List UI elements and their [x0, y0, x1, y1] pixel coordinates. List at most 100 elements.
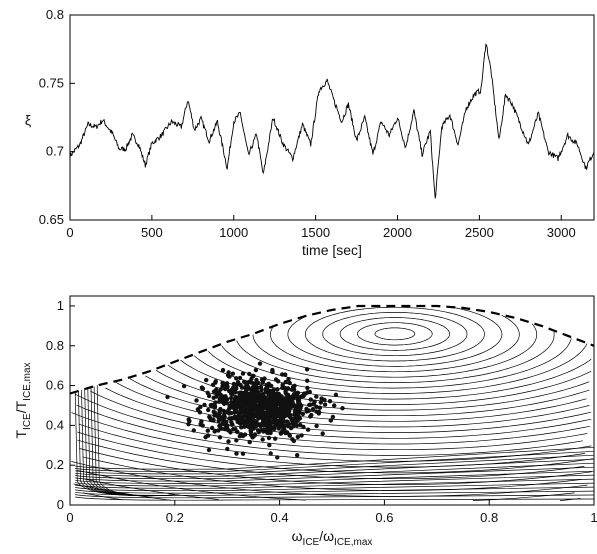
operating-point — [333, 392, 339, 397]
top-plot-frame — [69, 14, 595, 221]
top-x-tick-label: 2500 — [465, 225, 494, 240]
operating-point — [217, 399, 222, 404]
top-chart: 0 500 1000 1500 2000 2500 3000 0.650.70.750.8 … — [25, 7, 595, 258]
operating-point — [259, 411, 264, 416]
operating-point — [318, 400, 323, 405]
operating-point — [332, 403, 337, 408]
top-y-ticks: 0.65 0.7 0.75 0.8 — [39, 7, 75, 227]
operating-point — [210, 382, 216, 387]
efficiency-contour-line — [71, 412, 592, 462]
operating-point — [234, 451, 239, 456]
operating-point — [225, 385, 230, 390]
bottom-y-label-a: T — [13, 430, 29, 439]
operating-point — [310, 407, 316, 412]
operating-point — [235, 418, 240, 423]
operating-point — [254, 385, 259, 391]
operating-point — [236, 413, 241, 419]
operating-point — [256, 403, 262, 409]
operating-point — [202, 402, 207, 408]
operating-point — [240, 371, 246, 376]
operating-point — [314, 404, 319, 409]
bottom-y-axis-label: TICE/TICE,max — [13, 362, 33, 438]
efficiency-contour-line — [180, 359, 592, 405]
operating-point — [247, 403, 252, 408]
bottom-y-tick-label: 0 — [57, 497, 64, 512]
operating-point — [299, 394, 304, 399]
top-x-tick-label: 1000 — [219, 225, 248, 240]
operating-point — [225, 446, 230, 452]
operating-point — [294, 423, 300, 428]
operating-point — [314, 394, 319, 399]
bottom-x-label-a: ω — [292, 528, 303, 544]
operating-point — [194, 398, 199, 403]
operating-point — [281, 398, 286, 403]
operating-point — [208, 403, 213, 408]
operating-point — [200, 386, 206, 391]
operating-point — [240, 451, 246, 456]
operating-point — [226, 428, 231, 433]
operating-point — [247, 371, 252, 377]
operating-point — [238, 382, 243, 388]
top-y-tick-label: 0.75 — [39, 75, 64, 90]
operating-point — [275, 455, 280, 460]
operating-point — [281, 419, 287, 424]
operating-point — [238, 432, 244, 437]
bottom-x-label-b-sub: ICE,max — [334, 537, 372, 548]
efficiency-contours — [71, 306, 594, 501]
operating-point — [273, 436, 278, 441]
operating-point — [256, 430, 261, 435]
operating-point — [317, 405, 323, 410]
efficiency-contour-line — [374, 327, 416, 341]
efficiency-contour-line — [221, 338, 572, 389]
operating-point — [240, 393, 246, 398]
operating-point — [295, 390, 301, 395]
operating-point — [216, 428, 221, 433]
operating-point — [306, 408, 312, 413]
operating-point — [278, 407, 283, 413]
bottom-x-label-a-sub: ICE — [303, 537, 320, 548]
efficiency-contour-line — [75, 474, 594, 487]
operating-point — [222, 414, 227, 420]
bottom-y-tick-label: 1 — [57, 298, 64, 313]
operating-point — [208, 417, 214, 422]
operating-point — [240, 401, 245, 406]
operating-point — [266, 426, 271, 431]
operating-point — [233, 426, 238, 432]
operating-point — [273, 412, 278, 417]
operating-point — [322, 402, 328, 407]
efficiency-contour-line — [129, 378, 590, 428]
operating-point — [311, 401, 317, 406]
top-y-tick-label: 0.8 — [46, 7, 64, 22]
efficiency-contour-line — [75, 496, 594, 501]
operating-point — [301, 424, 306, 430]
operating-point — [256, 380, 261, 386]
operating-point — [220, 367, 226, 373]
top-y-tick-label: 0.7 — [46, 144, 64, 159]
top-y-tick-label: 0.65 — [39, 212, 64, 227]
top-x-tick-label: 500 — [141, 225, 163, 240]
operating-point — [245, 400, 251, 405]
operating-point — [314, 423, 319, 429]
efficiency-contour-line — [105, 387, 592, 439]
operating-point — [165, 394, 170, 400]
operating-point — [279, 413, 284, 418]
bottom-x-tick-label: 0.6 — [375, 510, 393, 525]
top-x-ticks: 0 500 1000 1500 2000 2500 3000 — [66, 215, 576, 240]
operating-point — [234, 382, 239, 387]
bottom-x-tick-label: 0.4 — [271, 510, 289, 525]
efficiency-contour-line — [83, 478, 581, 501]
operating-point — [320, 431, 325, 436]
top-x-tick-label: 1500 — [301, 225, 330, 240]
operating-point — [226, 370, 231, 375]
operating-point — [251, 373, 256, 379]
efficiency-contour-line — [145, 375, 587, 422]
bottom-chart: 0 0.2 0.4 0.6 0.8 1 00.20.40.60.81 ωICE/ωICE,… — [13, 295, 597, 548]
efficiency-contour-line — [78, 423, 586, 468]
operating-point — [220, 421, 225, 426]
operating-point — [211, 395, 216, 400]
operating-point — [287, 433, 292, 438]
operating-point — [195, 407, 201, 412]
bottom-x-tick-label: 0.8 — [480, 510, 498, 525]
bottom-x-tick-label: 1 — [590, 510, 597, 525]
operating-point — [261, 418, 266, 423]
